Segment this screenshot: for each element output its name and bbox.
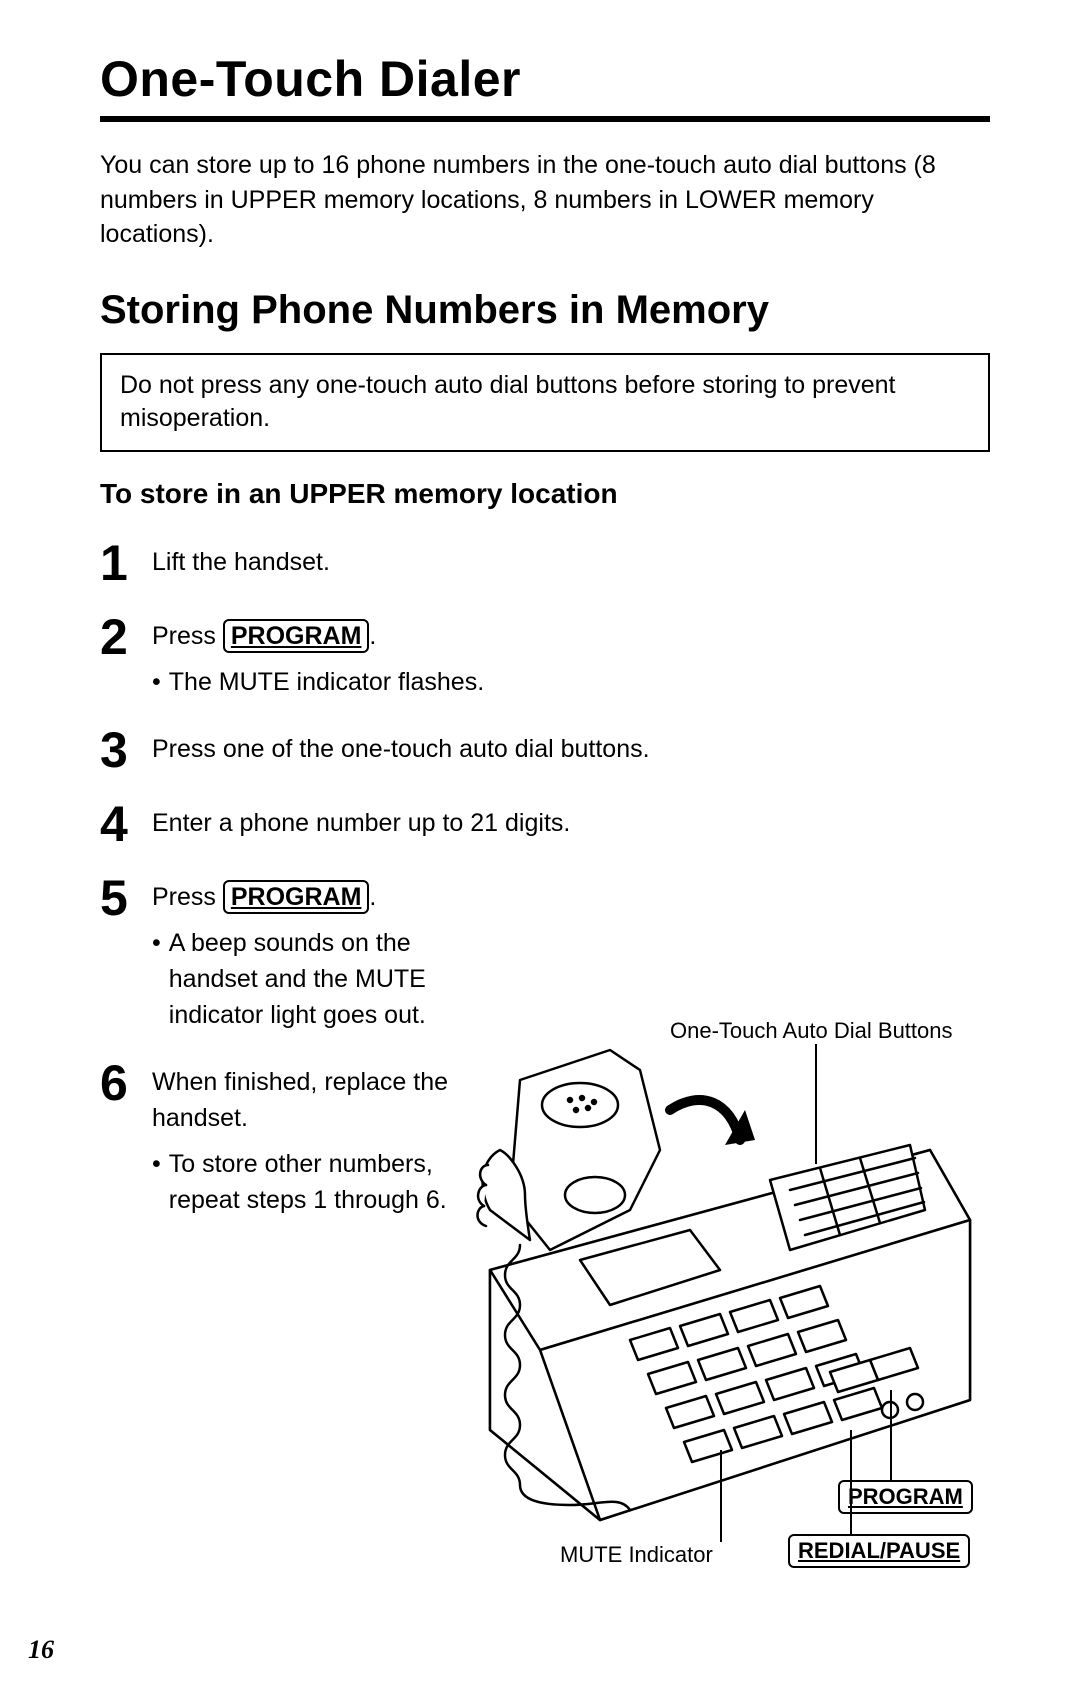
callout-redial: REDIAL/PAUSE (788, 1534, 970, 1568)
page-number: 16 (28, 1635, 54, 1665)
subsection-heading: To store in an UPPER memory location (100, 478, 990, 510)
leader-line (890, 1390, 892, 1482)
leader-line (720, 1450, 722, 1542)
step-1: 1 Lift the handset. (100, 538, 990, 588)
program-button-label: PROGRAM (223, 619, 370, 653)
step-bullet: The MUTE indicator flashes. (152, 664, 484, 700)
intro-paragraph: You can store up to 16 phone numbers in … (100, 148, 990, 252)
step-number: 2 (100, 612, 152, 662)
step-number: 5 (100, 873, 152, 923)
step-post: . (369, 622, 376, 650)
step-body: Press PROGRAM. The MUTE indicator flashe… (152, 612, 484, 701)
phone-diagram: One-Touch Auto Dial Buttons MUTE Indicat… (370, 1010, 1070, 1610)
callout-auto-dial: One-Touch Auto Dial Buttons (670, 1018, 953, 1044)
step-text: Enter a phone number up to 21 digits. (152, 799, 570, 841)
callout-program: PROGRAM (838, 1480, 973, 1514)
step-pre: Press (152, 622, 223, 650)
step-post: . (369, 883, 376, 911)
leader-line (850, 1430, 852, 1534)
callout-mute: MUTE Indicator (560, 1542, 713, 1568)
step-number: 3 (100, 725, 152, 775)
title-rule (100, 116, 990, 122)
step-number: 1 (100, 538, 152, 588)
step-pre: Press (152, 883, 223, 911)
page-title: One-Touch Dialer (100, 50, 990, 108)
step-number: 6 (100, 1058, 152, 1108)
step-text: Lift the handset. (152, 538, 330, 580)
step-2: 2 Press PROGRAM. The MUTE indicator flas… (100, 612, 990, 701)
section-heading: Storing Phone Numbers in Memory (100, 288, 990, 333)
step-3: 3 Press one of the one-touch auto dial b… (100, 725, 990, 775)
program-button-label: PROGRAM (223, 880, 370, 914)
step-4: 4 Enter a phone number up to 21 digits. (100, 799, 990, 849)
step-number: 4 (100, 799, 152, 849)
leader-line (815, 1044, 817, 1164)
step-text: Press one of the one-touch auto dial but… (152, 725, 650, 767)
notice-box: Do not press any one-touch auto dial but… (100, 353, 990, 453)
manual-page: One-Touch Dialer You can store up to 16 … (0, 0, 1080, 1705)
